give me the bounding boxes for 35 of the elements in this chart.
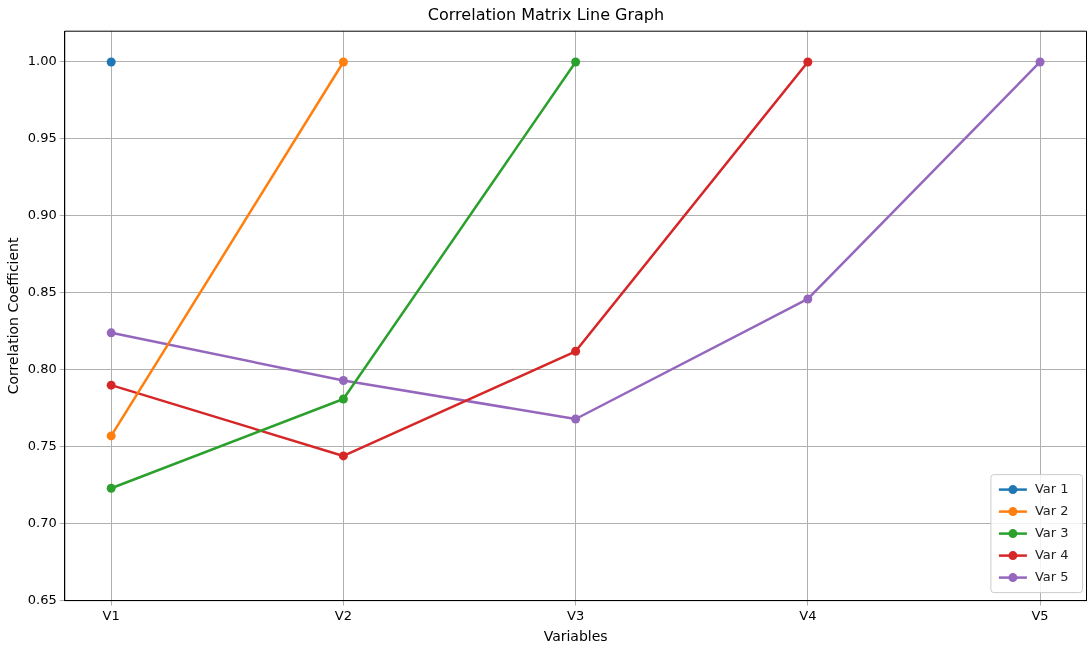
y-tick-label: 0.70 — [27, 515, 57, 531]
legend-label: Var 5 — [1034, 568, 1069, 584]
point — [338, 57, 348, 67]
legend-label: Var 3 — [1034, 524, 1069, 540]
y-tick-label: 0.95 — [27, 130, 57, 146]
point — [571, 346, 581, 356]
point — [803, 294, 813, 304]
point — [571, 414, 581, 424]
legend-label: Var 2 — [1034, 502, 1069, 518]
point — [803, 57, 813, 67]
point — [106, 483, 116, 493]
legend-label: Var 4 — [1034, 546, 1069, 562]
point — [338, 376, 348, 386]
x-tick-label: V5 — [1031, 607, 1049, 623]
chart-title: Correlation Matrix Line Graph — [427, 4, 665, 24]
point — [571, 57, 581, 67]
y-axis-title: Correlation Coefficient — [5, 237, 22, 395]
point — [106, 431, 116, 441]
y-tick-label: 0.75 — [27, 438, 57, 454]
point — [1035, 57, 1045, 67]
point — [106, 380, 116, 390]
x-axis-title: Variables — [543, 628, 608, 645]
y-tick-label: 0.80 — [27, 361, 57, 377]
x-tick-label: V3 — [567, 607, 585, 623]
legend-label: Var 1 — [1034, 480, 1069, 496]
y-tick-label: 0.85 — [27, 284, 57, 300]
y-tick-label: 0.90 — [27, 207, 57, 223]
x-tick-label: V1 — [102, 607, 120, 623]
x-tick-label: V2 — [334, 607, 352, 623]
point — [338, 394, 348, 404]
x-tick-label: V4 — [799, 607, 817, 623]
y-tick-label: 1.00 — [27, 53, 57, 69]
y-tick-label: 0.65 — [27, 591, 57, 607]
point — [338, 451, 348, 461]
point — [106, 328, 116, 338]
